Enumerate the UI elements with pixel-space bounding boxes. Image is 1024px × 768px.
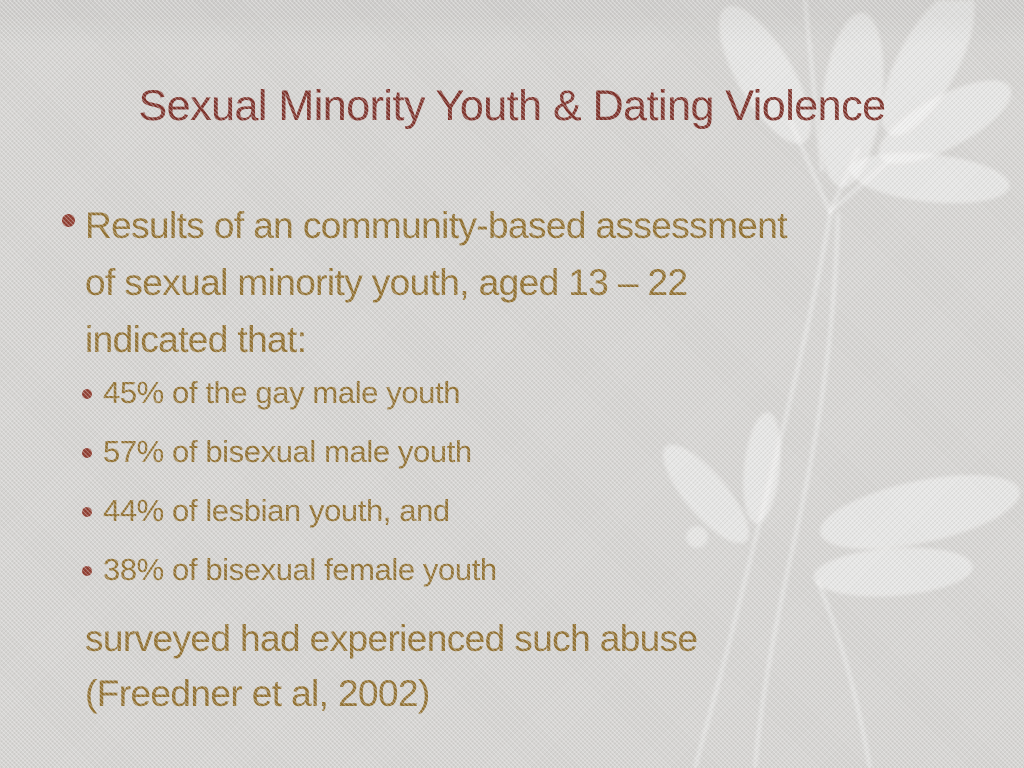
slide-body: Results of an community-based assessment… [62, 197, 788, 721]
stat-bullet-item: 44% of lesbian youth, and [82, 495, 787, 527]
slide-title: Sexual Minority Youth & Dating Violence [138, 82, 886, 130]
closing-line: surveyed had experienced such abuse [85, 618, 698, 659]
stat-bullet-item: 45% of the gay male youth [82, 377, 787, 409]
sub-bullet-icon [82, 448, 92, 458]
stat-bullet-item: 38% of bisexual female youth [82, 554, 787, 586]
main-bullet-line: Results of an community-based assessment [85, 205, 788, 246]
sub-bullet-icon [82, 507, 92, 517]
stat-bullet-text: 45% of the gay male youth [103, 375, 461, 410]
main-bullet-line: indicated that: [85, 319, 307, 360]
sub-bullet-icon [82, 389, 92, 399]
bullet-icon [62, 214, 75, 227]
stat-bullet-item: 57% of bisexual male youth [82, 436, 787, 468]
closing-text: surveyed had experienced such abuse (Fre… [85, 611, 787, 721]
sub-bullet-icon [82, 566, 92, 576]
stat-bullet-text: 57% of bisexual male youth [103, 434, 472, 469]
main-bullet-text: Results of an community-based assessment… [85, 197, 788, 368]
closing-line: (Freedner et al, 2002) [85, 673, 430, 714]
stat-bullet-text: 44% of lesbian youth, and [103, 493, 450, 528]
main-bullet-item: Results of an community-based assessment… [62, 197, 788, 368]
main-bullet-line: of sexual minority youth, aged 13 – 22 [85, 262, 688, 303]
stat-bullet-text: 38% of bisexual female youth [103, 552, 497, 587]
